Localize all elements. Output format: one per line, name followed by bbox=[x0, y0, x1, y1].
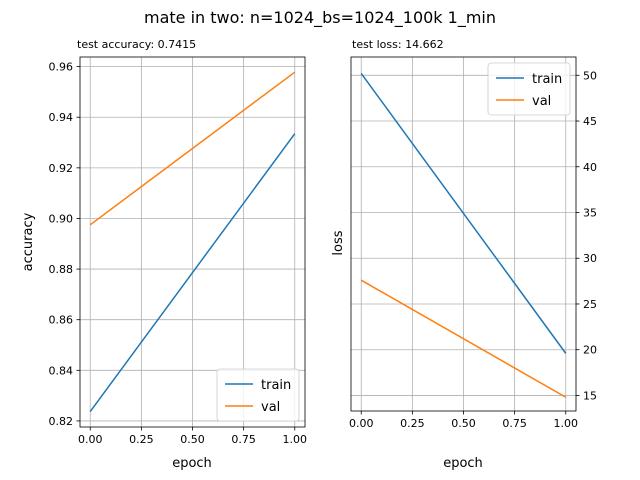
accuracy-legend-label-train: train bbox=[261, 378, 291, 393]
accuracy-x-tick-label: 1.00 bbox=[283, 433, 308, 446]
accuracy-y-tick-label: 0.92 bbox=[49, 162, 74, 175]
loss-x-tick-label: 0.25 bbox=[400, 417, 425, 430]
loss-x-tick-label: 0.75 bbox=[502, 417, 527, 430]
accuracy-val-line bbox=[89, 71, 296, 226]
figure-suptitle: mate in two: n=1024_bs=1024_100k 1_min bbox=[144, 8, 496, 28]
accuracy-y-tick-label: 0.88 bbox=[49, 263, 74, 276]
loss-legend-box bbox=[487, 62, 571, 116]
loss-y-axis-label: loss bbox=[331, 230, 346, 255]
loss-grid bbox=[351, 57, 576, 411]
loss-legend-label-val: val bbox=[532, 94, 551, 109]
accuracy-x-tick-label: 0.50 bbox=[180, 433, 205, 446]
accuracy-y-tick-label: 0.96 bbox=[49, 61, 74, 74]
loss-panel-title: test loss: 14.662 bbox=[352, 38, 444, 51]
loss-y-tick-label: 25 bbox=[583, 298, 597, 311]
loss-x-tick-label: 0.50 bbox=[451, 417, 476, 430]
loss-y-tick-label: 45 bbox=[583, 115, 597, 128]
accuracy-legend-box bbox=[216, 368, 300, 422]
accuracy-legend: train val bbox=[216, 368, 300, 422]
accuracy-panel-title: test accuracy: 0.7415 bbox=[77, 38, 196, 51]
loss-legend-label-train: train bbox=[532, 72, 562, 87]
accuracy-x-tick-label: 0.25 bbox=[129, 433, 154, 446]
loss-train-line bbox=[360, 73, 567, 354]
accuracy-y-tick-label: 0.94 bbox=[49, 111, 74, 124]
accuracy-y-tick-label: 0.84 bbox=[49, 364, 74, 377]
loss-x-tick-label: 0.00 bbox=[349, 417, 374, 430]
loss-y-tick-label: 40 bbox=[583, 161, 597, 174]
loss-y-tick-label: 35 bbox=[583, 207, 597, 220]
loss-y-tick-label: 30 bbox=[583, 252, 597, 265]
accuracy-train-line bbox=[89, 133, 296, 413]
accuracy-y-tick-label: 0.86 bbox=[49, 314, 74, 327]
loss-x-axis-label: epoch bbox=[443, 456, 483, 471]
accuracy-x-tick-label: 0.00 bbox=[78, 433, 103, 446]
loss-panel: test loss: 14.662 epoch loss 0.00 0.25 0.5… bbox=[331, 38, 597, 471]
accuracy-panel: test accuracy: 0.7415 epoch accuracy 0.0… bbox=[21, 38, 307, 471]
accuracy-x-axis-label: epoch bbox=[172, 456, 212, 471]
accuracy-y-axis-label: accuracy bbox=[21, 212, 36, 271]
loss-x-tick-label: 1.00 bbox=[554, 417, 579, 430]
loss-val-line bbox=[360, 279, 567, 398]
accuracy-y-tick-label: 0.82 bbox=[49, 415, 74, 428]
loss-y-tick-label: 50 bbox=[583, 69, 597, 82]
loss-y-tick-label: 15 bbox=[583, 389, 597, 402]
accuracy-legend-label-val: val bbox=[261, 400, 280, 415]
loss-legend: train val bbox=[487, 62, 571, 116]
accuracy-x-tick-label: 0.75 bbox=[231, 433, 256, 446]
loss-y-tick-label: 20 bbox=[583, 344, 597, 357]
accuracy-y-tick-label: 0.90 bbox=[49, 212, 74, 225]
